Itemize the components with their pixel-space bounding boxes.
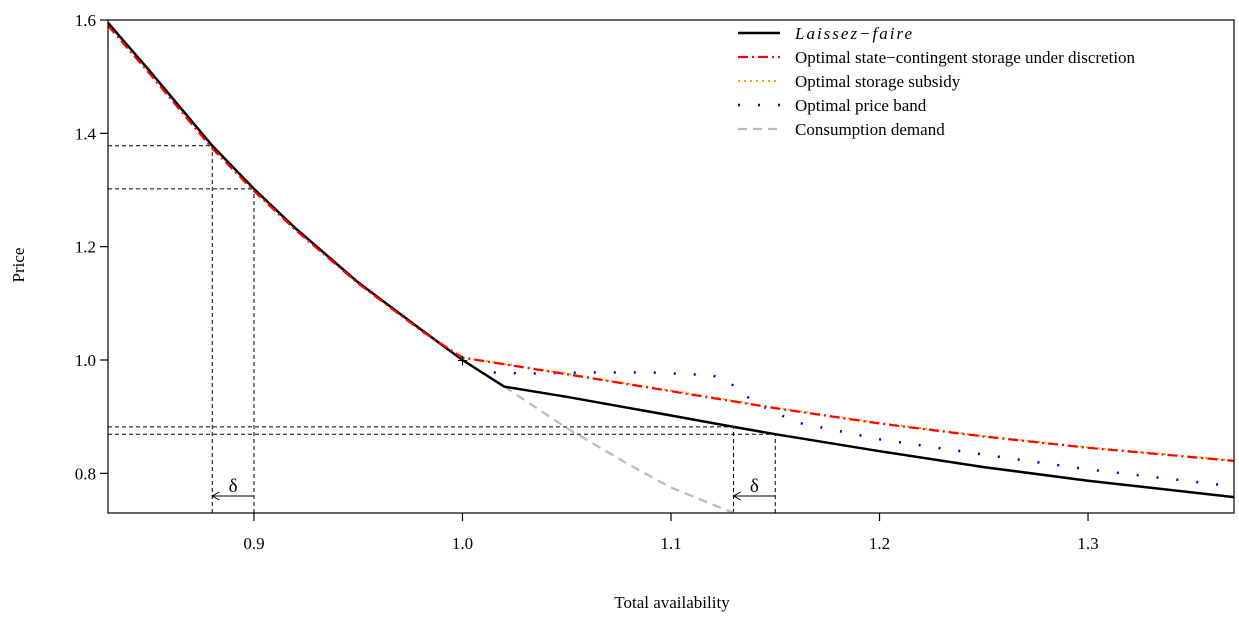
series-line [107,21,1235,499]
x-axis-title: Total availability [614,593,730,612]
annotation-arrowhead [211,491,220,501]
x-tick-label: 1.1 [660,534,681,553]
legend-label: Consumption demand [795,120,945,139]
x-tick-label: 0.9 [243,534,264,553]
annotation-label: δ [750,476,759,497]
legend-label: Optimal storage subsidy [795,72,961,91]
y-tick-label: 1.6 [75,11,96,30]
legend-label: Optimal price band [795,96,927,115]
y-axis: 0.8 1.0 1.2 1.4 1.6 [75,11,108,483]
series-lines: + [107,21,1235,515]
series-line [493,371,1235,488]
annotation-label: δ [229,476,238,497]
marker-point: + [457,350,468,372]
series-line [462,356,1235,462]
x-tick-label: 1.2 [869,534,890,553]
y-tick-label: 1.2 [75,238,96,257]
series-line [107,24,1235,462]
y-tick-label: 0.8 [75,464,96,483]
annotation-arrowhead [732,491,741,501]
reference-lines [108,145,776,513]
plot-frame [107,19,1235,514]
y-tick-label: 1.0 [75,351,96,370]
x-tick-label: 1.3 [1077,534,1098,553]
legend-label: Laissez−faire [794,24,914,43]
x-tick-label: 1.0 [452,534,473,553]
series-line [503,385,735,515]
y-axis-title: Price [9,248,28,283]
legend: Laissez−faire Optimal state−contingent st… [738,24,1136,139]
y-tick-label: 1.4 [75,124,97,143]
x-axis: 0.9 1.0 1.1 1.2 1.3 [243,513,1099,553]
legend-label: Optimal state−contingent storage under d… [795,48,1136,67]
